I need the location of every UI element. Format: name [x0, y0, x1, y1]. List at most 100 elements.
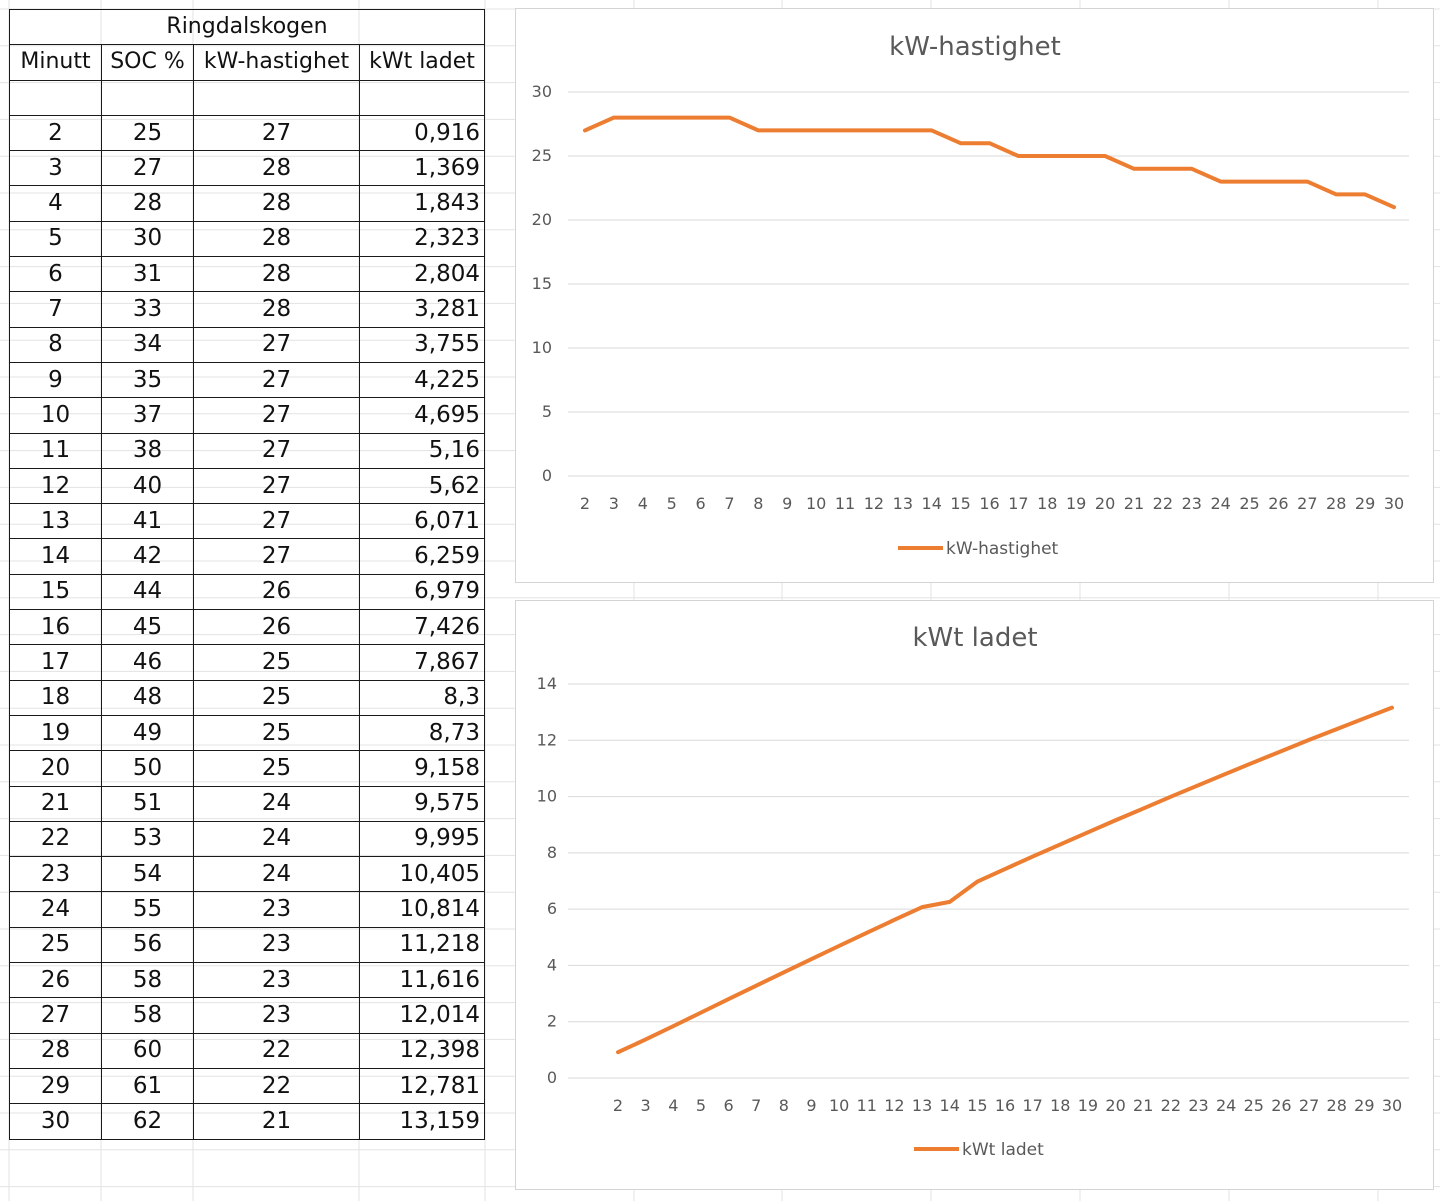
cell-kw-hastighet[interactable]: 26 — [193, 573, 360, 611]
data-point[interactable] — [1362, 716, 1366, 720]
data-point[interactable] — [671, 1024, 675, 1028]
cell-minutt[interactable]: 28 — [9, 1032, 102, 1069]
cell-minutt[interactable]: 30 — [9, 1103, 102, 1140]
cell-minutt[interactable]: 14 — [9, 538, 102, 575]
cell-kw-hastighet[interactable]: 28 — [193, 291, 360, 328]
cell-minutt[interactable]: 26 — [9, 962, 102, 999]
cell-soc[interactable]: 25 — [101, 114, 194, 152]
data-point[interactable] — [810, 957, 814, 961]
cell-soc[interactable]: 53 — [101, 820, 194, 858]
data-point[interactable] — [1016, 154, 1020, 158]
data-point[interactable] — [975, 880, 979, 884]
cell-soc[interactable]: 61 — [101, 1067, 194, 1105]
cell-kw-hastighet[interactable]: 21 — [193, 1103, 360, 1140]
data-point[interactable] — [612, 116, 616, 120]
cell-minutt[interactable]: 22 — [9, 820, 102, 858]
cell-kw-hastighet[interactable]: 25 — [193, 714, 360, 752]
cell-kwt-ladet[interactable]: 13,159 — [359, 1103, 485, 1140]
cell-kwt-ladet[interactable]: 6,071 — [359, 503, 485, 540]
data-point[interactable] — [727, 116, 731, 120]
cell-soc[interactable]: 58 — [101, 997, 194, 1034]
data-point[interactable] — [959, 141, 963, 145]
cell-kw-hastighet[interactable]: 25 — [193, 679, 360, 716]
cell-kw-hastighet[interactable]: 23 — [193, 891, 360, 928]
data-point[interactable] — [988, 141, 992, 145]
cell-kwt-ladet[interactable]: 0,916 — [359, 114, 485, 152]
data-point[interactable] — [699, 116, 703, 120]
cell-minutt[interactable]: 20 — [9, 750, 102, 787]
data-point[interactable] — [1074, 154, 1078, 158]
data-point[interactable] — [583, 128, 587, 132]
cell-minutt[interactable]: 27 — [9, 997, 102, 1034]
data-point[interactable] — [814, 128, 818, 132]
cell-kwt-ladet[interactable]: 4,225 — [359, 361, 485, 399]
data-point[interactable] — [1058, 842, 1062, 846]
cell-soc[interactable]: 56 — [101, 926, 194, 964]
data-point[interactable] — [892, 918, 896, 922]
cell-kw-hastighet[interactable]: 28 — [193, 256, 360, 293]
cell-soc[interactable]: 45 — [101, 609, 194, 646]
cell-kw-hastighet[interactable]: 25 — [193, 750, 360, 787]
cell-soc[interactable]: 28 — [101, 185, 194, 222]
data-point[interactable] — [1219, 180, 1223, 184]
cell-soc[interactable]: 54 — [101, 856, 194, 893]
empty-cell[interactable] — [101, 79, 194, 116]
data-point[interactable] — [872, 128, 876, 132]
cell-kw-hastighet[interactable]: 23 — [193, 926, 360, 964]
cell-kwt-ladet[interactable]: 2,323 — [359, 220, 485, 258]
data-point[interactable] — [865, 931, 869, 935]
cell-minutt[interactable]: 12 — [9, 467, 102, 505]
header-soc[interactable]: SOC % — [101, 44, 194, 81]
data-point[interactable] — [1161, 167, 1165, 171]
cell-minutt[interactable]: 2 — [9, 114, 102, 152]
cell-soc[interactable]: 40 — [101, 467, 194, 505]
data-point[interactable] — [1363, 192, 1367, 196]
cell-kwt-ladet[interactable]: 7,867 — [359, 644, 485, 681]
cell-minutt[interactable]: 10 — [9, 397, 102, 434]
cell-kwt-ladet[interactable]: 10,814 — [359, 891, 485, 928]
cell-minutt[interactable]: 18 — [9, 679, 102, 716]
cell-kw-hastighet[interactable]: 25 — [193, 644, 360, 681]
cell-minutt[interactable]: 9 — [9, 361, 102, 399]
cell-soc[interactable]: 35 — [101, 361, 194, 399]
cell-soc[interactable]: 44 — [101, 573, 194, 611]
chart-kwt-ladet[interactable]: kWt ladet 0 2 4 6 8 10 12 14 2 3 4 5 6 7 8 9 10 11 12 13 14 1… — [515, 600, 1434, 1190]
cell-minutt[interactable]: 13 — [9, 503, 102, 540]
cell-soc[interactable]: 62 — [101, 1103, 194, 1140]
cell-kw-hastighet[interactable]: 24 — [193, 856, 360, 893]
cell-kwt-ladet[interactable]: 8,3 — [359, 679, 485, 716]
cell-kw-hastighet[interactable]: 27 — [193, 326, 360, 363]
data-point[interactable] — [1114, 818, 1118, 822]
data-point[interactable] — [1252, 760, 1256, 764]
data-point[interactable] — [1003, 867, 1007, 871]
cell-kwt-ladet[interactable]: 9,575 — [359, 785, 485, 822]
cell-minutt[interactable]: 8 — [9, 326, 102, 363]
data-point[interactable] — [837, 944, 841, 948]
cell-kwt-ladet[interactable]: 4,695 — [359, 397, 485, 434]
cell-kw-hastighet[interactable]: 27 — [193, 432, 360, 469]
cell-minutt[interactable]: 4 — [9, 185, 102, 222]
data-point[interactable] — [920, 905, 924, 909]
cell-kwt-ladet[interactable]: 12,398 — [359, 1032, 485, 1069]
empty-cell[interactable] — [359, 79, 485, 116]
data-point[interactable] — [785, 128, 789, 132]
cell-kwt-ladet[interactable]: 9,995 — [359, 820, 485, 858]
cell-minutt[interactable]: 17 — [9, 644, 102, 681]
data-point[interactable] — [1197, 783, 1201, 787]
data-point[interactable] — [1307, 738, 1311, 742]
empty-cell[interactable] — [193, 79, 360, 116]
data-point[interactable] — [1390, 706, 1394, 710]
data-point[interactable] — [1132, 167, 1136, 171]
empty-cell[interactable] — [9, 79, 102, 116]
header-minutt[interactable]: Minutt — [9, 44, 102, 81]
cell-minutt[interactable]: 21 — [9, 785, 102, 822]
data-point[interactable] — [1169, 795, 1173, 799]
cell-minutt[interactable]: 6 — [9, 256, 102, 293]
data-point[interactable] — [843, 128, 847, 132]
cell-kwt-ladet[interactable]: 3,281 — [359, 291, 485, 328]
cell-kwt-ladet[interactable]: 10,405 — [359, 856, 485, 893]
cell-kw-hastighet[interactable]: 27 — [193, 361, 360, 399]
cell-kwt-ladet[interactable]: 5,16 — [359, 432, 485, 469]
cell-kwt-ladet[interactable]: 5,62 — [359, 467, 485, 505]
cell-kw-hastighet[interactable]: 27 — [193, 503, 360, 540]
